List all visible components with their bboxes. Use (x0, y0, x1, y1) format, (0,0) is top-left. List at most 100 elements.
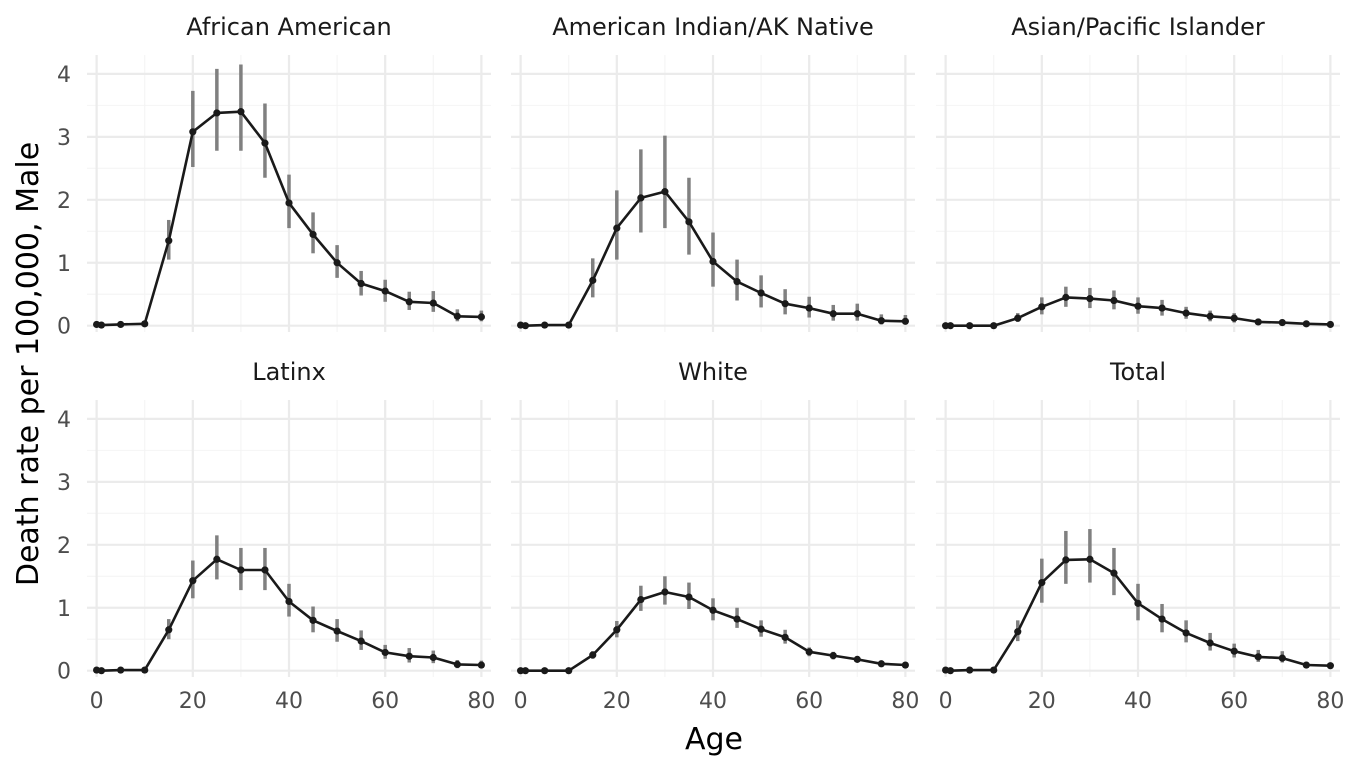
data-point (1110, 296, 1118, 305)
x-tick-label: 60 (371, 689, 399, 714)
data-point (285, 199, 293, 207)
x-tick-label: 0 (514, 689, 528, 714)
data-point (661, 188, 669, 196)
data-point (357, 637, 365, 645)
y-tick-label: 4 (57, 63, 71, 88)
y-tick-label: 2 (57, 534, 71, 559)
data-point (1110, 569, 1118, 577)
y-tick-label: 0 (57, 660, 71, 685)
data-point (1158, 304, 1166, 312)
x-tick-label: 40 (1124, 689, 1152, 714)
x-tick-label: 0 (90, 689, 104, 714)
data-point (117, 320, 125, 329)
data-point (1134, 302, 1142, 310)
data-point (966, 666, 974, 674)
data-point (853, 655, 861, 663)
series-line (96, 557, 482, 673)
data-point (1038, 578, 1046, 587)
facet-title: Latinx (252, 358, 326, 386)
data-point (1158, 615, 1166, 623)
data-point (429, 653, 437, 662)
series-line (520, 190, 906, 328)
data-point (97, 321, 106, 329)
data-point (966, 322, 974, 330)
y-tick-label: 4 (57, 408, 71, 433)
facet-panel-4: White 0 20 40 60 80 (511, 358, 919, 714)
data-point (946, 667, 955, 675)
data-point (733, 278, 741, 286)
data-point (309, 230, 317, 239)
facet-title: Asian/Pacific Islander (1011, 13, 1265, 41)
data-point (453, 660, 461, 669)
data-point (189, 577, 197, 585)
facet-panel-1: American Indian/AK Native (511, 13, 915, 332)
facet-title: Total (1109, 358, 1166, 386)
data-point (1302, 661, 1310, 669)
data-point (1038, 303, 1046, 311)
data-point (453, 312, 461, 320)
data-point (1230, 314, 1238, 322)
data-point (990, 322, 998, 330)
y-axis-title: Death rate per 100,000, Male (11, 142, 46, 586)
data-point (213, 555, 221, 563)
data-point (1254, 653, 1262, 661)
data-point (1254, 318, 1262, 326)
data-point (1062, 556, 1070, 564)
data-point (333, 259, 341, 267)
y-tick-label: 1 (57, 252, 71, 277)
x-tick-label: 40 (275, 689, 303, 714)
data-point (1278, 654, 1286, 662)
y-tick-label: 2 (57, 189, 71, 214)
data-point (709, 257, 717, 266)
data-point (613, 224, 621, 232)
data-point (429, 299, 437, 307)
data-point (565, 667, 573, 675)
data-point (829, 651, 837, 660)
data-point (381, 648, 389, 657)
data-point (405, 298, 413, 306)
data-point (1206, 639, 1214, 647)
series-line (96, 110, 482, 327)
data-point (405, 652, 413, 660)
data-point (709, 606, 717, 614)
x-tick-label: 80 (1316, 689, 1344, 714)
data-point (1230, 647, 1238, 655)
data-point (757, 625, 765, 633)
data-point (381, 287, 389, 295)
series-line (945, 557, 1331, 673)
x-tick-label: 0 (939, 689, 953, 714)
x-tick-label: 80 (891, 689, 919, 714)
facet-panel-5: Total 0 20 40 60 80 (936, 358, 1344, 714)
data-point (1134, 599, 1142, 607)
data-point (637, 194, 645, 202)
data-point (1086, 555, 1094, 563)
x-tick-label: 40 (699, 689, 727, 714)
data-point (733, 615, 741, 623)
data-point (309, 616, 317, 624)
data-point (477, 313, 485, 321)
data-point (117, 666, 125, 674)
x-axis-title: Age (685, 722, 743, 757)
data-point (189, 128, 197, 136)
facet-title: African American (186, 13, 392, 41)
data-point (613, 626, 621, 634)
data-point (589, 651, 597, 659)
data-point (781, 300, 789, 308)
data-point (685, 218, 693, 226)
data-point (237, 566, 245, 574)
x-tick-label: 80 (467, 689, 495, 714)
x-tick-label: 60 (1220, 689, 1248, 714)
series-line (945, 296, 1331, 328)
data-point (781, 633, 789, 641)
data-point (1014, 628, 1022, 636)
y-tick-label: 3 (57, 126, 71, 151)
data-point (285, 597, 293, 606)
data-point (1182, 309, 1190, 317)
data-point (661, 588, 669, 596)
data-point (901, 661, 909, 669)
data-point (541, 321, 549, 329)
data-point (805, 648, 813, 656)
data-point (829, 310, 837, 318)
